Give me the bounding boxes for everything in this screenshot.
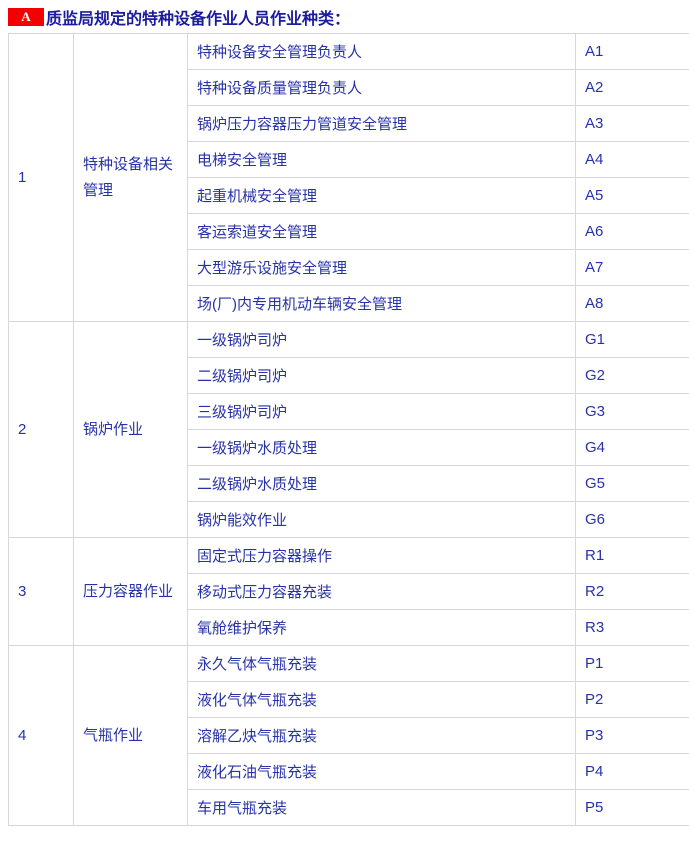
group-category-cell: 压力容器作业 — [73, 537, 188, 646]
item-code-cell: A3 — [575, 105, 689, 142]
item-code-cell: G5 — [575, 465, 689, 502]
item-code-cell: G4 — [575, 429, 689, 466]
item-name-cell: 一级锅炉司炉 — [187, 321, 576, 358]
item-name-cell: 一级锅炉水质处理 — [187, 429, 576, 466]
item-code-cell: R2 — [575, 573, 689, 610]
table-row: 场(厂)内专用机动车辆安全管理 A8 — [9, 285, 689, 322]
item-code-cell: R1 — [575, 537, 689, 574]
item-code-cell: G2 — [575, 357, 689, 394]
worktype-table-body: 1 特种设备相关管理 特种设备安全管理负责人 A1 特种设备质量管理负责人 A2 锅炉压力容… — [8, 33, 689, 826]
item-name-cell: 客运索道安全管理 — [187, 213, 576, 250]
item-name-cell: 特种设备质量管理负责人 — [187, 69, 576, 106]
item-code-cell: A8 — [575, 285, 689, 322]
group-category-cell: 气瓶作业 — [73, 645, 188, 826]
table-row: 起重机械安全管理 A5 — [9, 177, 689, 214]
item-name-cell: 大型游乐设施安全管理 — [187, 249, 576, 286]
item-name-cell: 液化气体气瓶充装 — [187, 681, 576, 718]
item-name-cell: 锅炉压力容器压力管道安全管理 — [187, 105, 576, 142]
table-row: 液化气体气瓶充装 P2 — [9, 681, 689, 718]
item-name-cell: 起重机械安全管理 — [187, 177, 576, 214]
category-badge: A — [8, 8, 44, 26]
group-category-cell: 锅炉作业 — [73, 321, 188, 538]
item-name-cell: 三级锅炉司炉 — [187, 393, 576, 430]
item-name-cell: 永久气体气瓶充装 — [187, 645, 576, 682]
item-name-cell: 二级锅炉司炉 — [187, 357, 576, 394]
item-name-cell: 液化石油气瓶充装 — [187, 753, 576, 790]
table-row: 3 压力容器作业 固定式压力容器操作 R1 — [8, 537, 689, 646]
item-name-cell: 特种设备安全管理负责人 — [187, 33, 576, 70]
item-code-cell: P5 — [575, 789, 689, 826]
group-index-cell: 2 — [8, 321, 74, 538]
item-code-cell: A7 — [575, 249, 689, 286]
item-name-cell: 溶解乙炔气瓶充装 — [187, 717, 576, 754]
item-code-cell: P3 — [575, 717, 689, 754]
item-name-cell: 二级锅炉水质处理 — [187, 465, 576, 502]
group-category-cell: 特种设备相关管理 — [73, 33, 188, 322]
table-row: 车用气瓶充装 P5 — [9, 789, 689, 826]
item-code-cell: A1 — [575, 33, 689, 70]
table-row: 三级锅炉司炉 G3 — [9, 393, 689, 430]
item-name-cell: 锅炉能效作业 — [187, 501, 576, 538]
group-index-cell: 3 — [8, 537, 74, 646]
item-code-cell: G3 — [575, 393, 689, 430]
item-name-cell: 场(厂)内专用机动车辆安全管理 — [187, 285, 576, 322]
item-code-cell: R3 — [575, 609, 689, 646]
item-name-cell: 固定式压力容器操作 — [187, 537, 576, 574]
table-row: 大型游乐设施安全管理 A7 — [9, 249, 689, 286]
table-row: 电梯安全管理 A4 — [9, 141, 689, 178]
item-code-cell: A5 — [575, 177, 689, 214]
item-name-cell: 氧舱维护保养 — [187, 609, 576, 646]
table-row: 2 锅炉作业 一级锅炉司炉 G1 — [8, 321, 689, 538]
table-row: 二级锅炉司炉 G2 — [9, 357, 689, 394]
item-code-cell: G1 — [575, 321, 689, 358]
item-code-cell: A2 — [575, 69, 689, 106]
table-row: 特种设备质量管理负责人 A2 — [9, 69, 689, 106]
item-name-cell: 车用气瓶充装 — [187, 789, 576, 826]
worktype-table: 1 特种设备相关管理 特种设备安全管理负责人 A1 特种设备质量管理负责人 A2 锅炉压力容… — [8, 33, 689, 826]
item-code-cell: A6 — [575, 213, 689, 250]
table-row: 一级锅炉水质处理 G4 — [9, 429, 689, 466]
page-title: 质监局规定的特种设备作业人员作业种类： — [46, 11, 351, 28]
item-name-cell: 电梯安全管理 — [187, 141, 576, 178]
item-code-cell: A4 — [575, 141, 689, 178]
table-row: 溶解乙炔气瓶充装 P3 — [9, 717, 689, 754]
group-index-cell: 1 — [8, 33, 74, 322]
group-index-cell: 4 — [8, 645, 74, 826]
table-row: 4 气瓶作业 永久气体气瓶充装 P1 — [8, 645, 689, 826]
table-row: 1 特种设备相关管理 特种设备安全管理负责人 A1 — [8, 33, 689, 322]
item-code-cell: P4 — [575, 753, 689, 790]
page-title-row: A 质监局规定的特种设备作业人员作业种类： — [8, 7, 689, 28]
item-code-cell: P1 — [575, 645, 689, 682]
item-code-cell: G6 — [575, 501, 689, 538]
item-code-cell: P2 — [575, 681, 689, 718]
item-name-cell: 移动式压力容器充装 — [187, 573, 576, 610]
